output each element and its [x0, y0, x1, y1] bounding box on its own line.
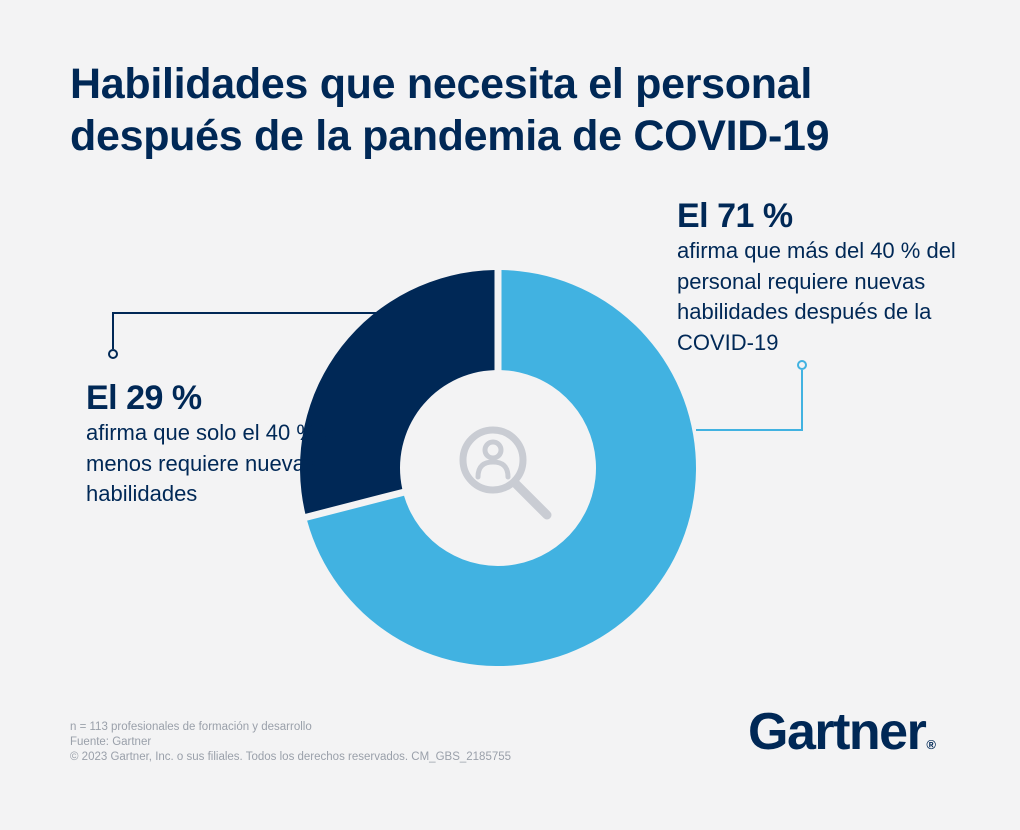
footnote-sample: n = 113 profesionales de formación y des…: [70, 721, 312, 733]
registered-mark: ®: [926, 737, 936, 752]
callout-71: El 71 % afirma que más del 40 % del pers…: [677, 196, 997, 358]
donut-slice-29: [300, 270, 495, 514]
page-title: Habilidades que necesita el personal des…: [70, 60, 830, 160]
gartner-logo: Gartner®: [748, 702, 936, 775]
callout-29: El 29 % afirma que solo el 40 % o menos …: [86, 378, 346, 510]
callout-71-value: El 71 %: [677, 197, 793, 235]
footnote-source: Fuente: Gartner: [70, 736, 152, 748]
logo-text: Gartner: [748, 703, 927, 761]
footnotes: n = 113 profesionales de formación y des…: [70, 720, 511, 765]
donut-slices: [300, 270, 696, 666]
callout-71-desc: afirma que más del 40 % del personal req…: [677, 238, 956, 355]
donut-slice-71: [307, 270, 696, 666]
leader-line-29: [108, 312, 376, 359]
callout-29-value: El 29 %: [86, 379, 202, 417]
leader-line-71: [696, 360, 807, 431]
callout-29-desc: afirma que solo el 40 % o menos requiere…: [86, 420, 335, 506]
footnote-copyright: © 2023 Gartner, Inc. o sus filiales. Tod…: [70, 751, 512, 763]
person-search-icon: [459, 426, 552, 520]
